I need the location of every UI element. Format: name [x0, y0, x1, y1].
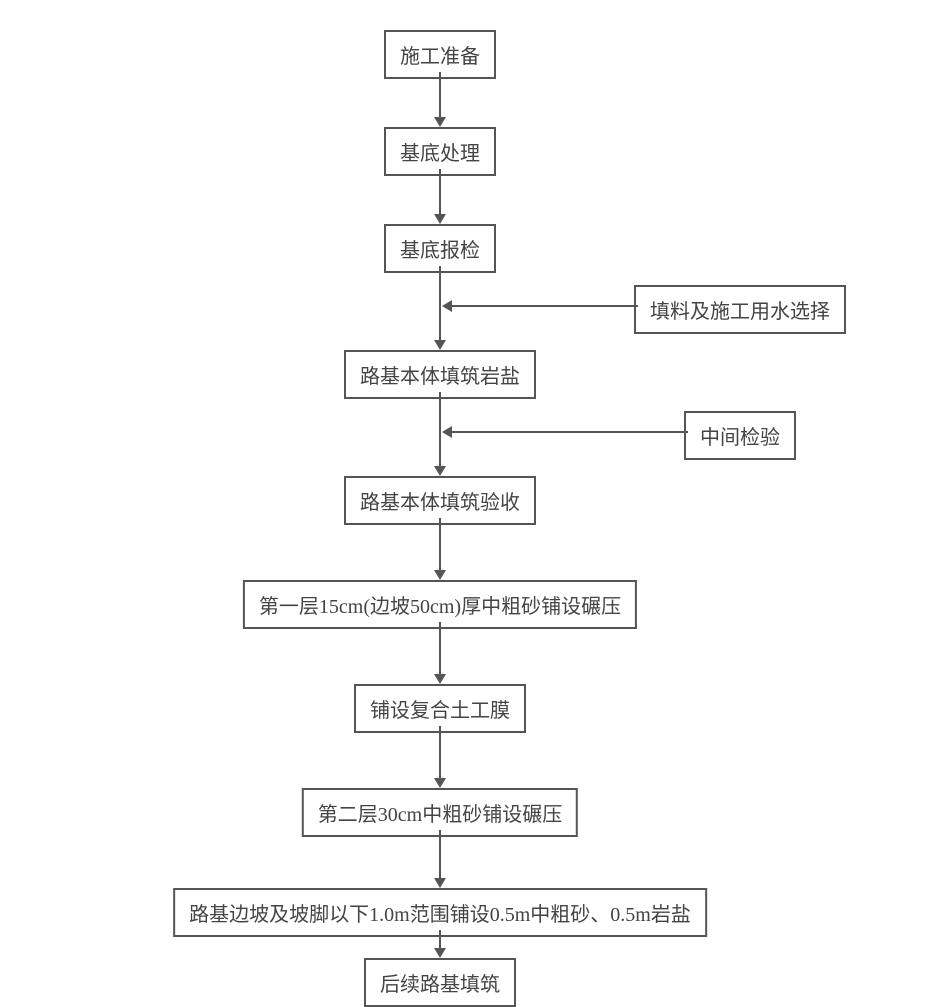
flowchart-arrow-h-1: [446, 431, 688, 433]
flowchart-arrowhead-v-4: [434, 570, 446, 580]
flowchart-arrow-v-0: [439, 72, 441, 119]
flowchart-arrowhead-v-3: [434, 466, 446, 476]
flowchart-arrowhead-h-0: [442, 300, 452, 312]
flowchart-arrow-v-8: [439, 930, 441, 950]
flowchart-arrowhead-v-6: [434, 778, 446, 788]
flowchart-arrow-v-3: [439, 392, 441, 468]
flowchart-arrowhead-v-8: [434, 948, 446, 958]
flowchart-arrow-v-4: [439, 518, 441, 572]
flowchart-arrowhead-v-5: [434, 674, 446, 684]
flowchart-node-side1: 填料及施工用水选择: [634, 285, 846, 334]
flowchart-arrowhead-v-2: [434, 340, 446, 350]
flowchart-arrowhead-h-1: [442, 426, 452, 438]
flowchart-arrow-v-6: [439, 726, 441, 780]
flowchart-arrow-v-1: [439, 169, 441, 216]
flowchart-arrow-v-7: [439, 830, 441, 880]
flowchart-node-side2: 中间检验: [684, 411, 796, 460]
flowchart-arrowhead-v-1: [434, 214, 446, 224]
flowchart-arrow-v-2: [439, 266, 441, 342]
flowchart-container: 施工准备基底处理基底报检填料及施工用水选择路基本体填筑岩盐中间检验路基本体填筑验…: [0, 0, 947, 1000]
flowchart-arrow-h-0: [446, 305, 638, 307]
flowchart-arrowhead-v-7: [434, 878, 446, 888]
flowchart-arrow-v-5: [439, 622, 441, 676]
flowchart-arrowhead-v-0: [434, 117, 446, 127]
